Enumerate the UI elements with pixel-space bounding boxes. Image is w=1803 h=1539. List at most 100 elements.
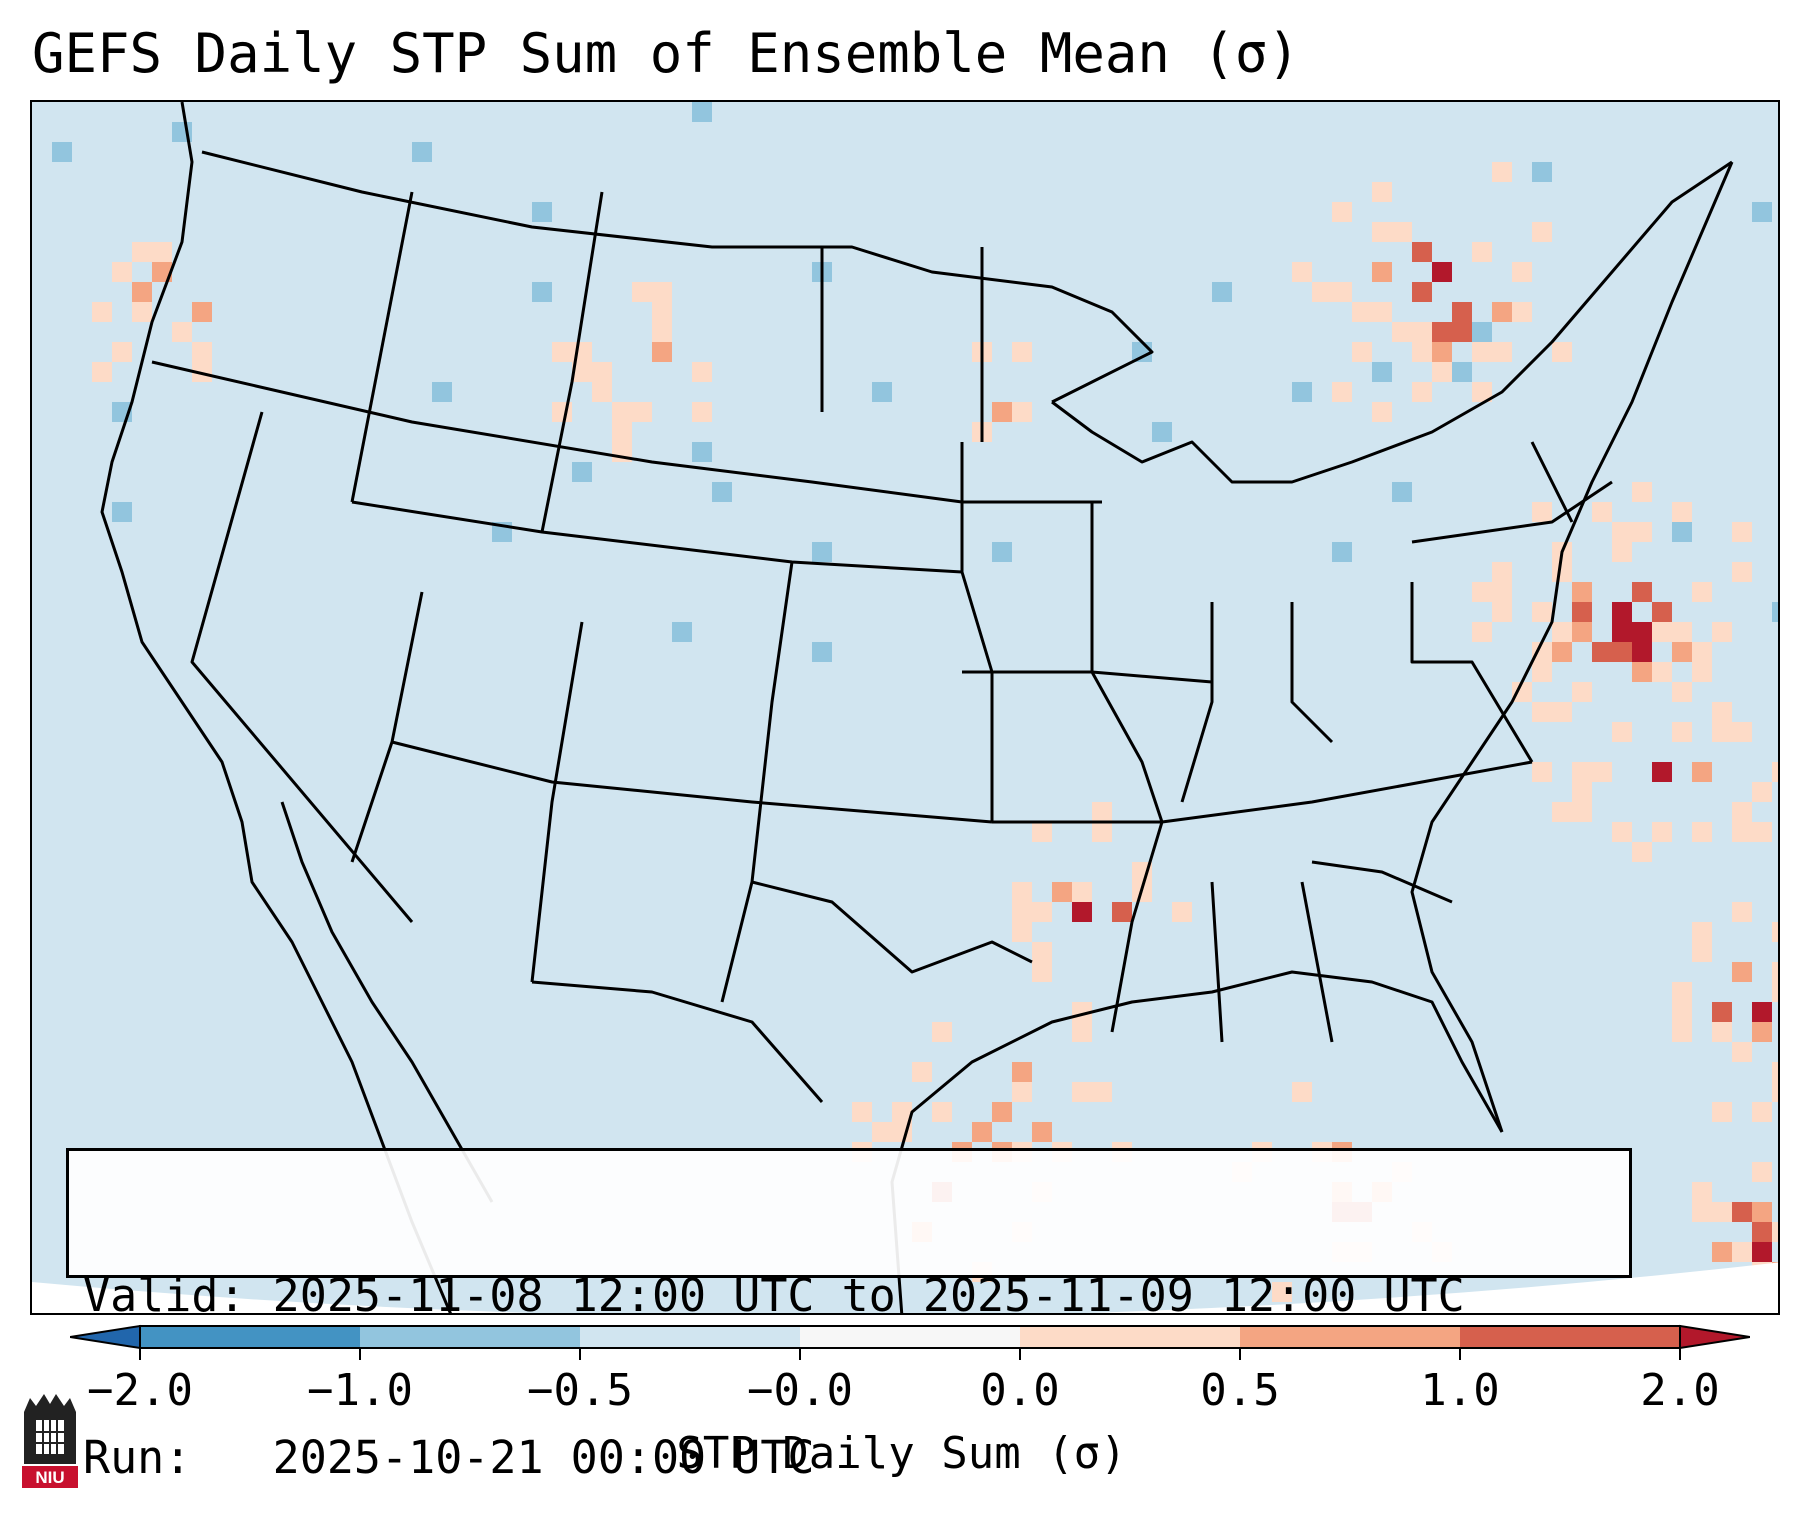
stp-cell bbox=[1692, 1182, 1712, 1202]
great-lakes-line bbox=[1051, 160, 1733, 484]
stp-cell bbox=[812, 542, 832, 562]
stp-cell bbox=[1752, 782, 1772, 802]
stp-cell bbox=[1052, 882, 1072, 902]
stp-cell bbox=[1372, 222, 1392, 242]
stp-cell bbox=[1692, 822, 1712, 842]
colorbar-bin bbox=[800, 1326, 1020, 1348]
stp-cell bbox=[1772, 602, 1778, 622]
colorbar-tick-label: −1.0 bbox=[307, 1365, 413, 1416]
stp-cell bbox=[932, 1022, 952, 1042]
stp-cell bbox=[992, 1102, 1012, 1122]
map-panel bbox=[30, 100, 1780, 1315]
colorbar-bin bbox=[580, 1326, 800, 1348]
stp-cell bbox=[1412, 242, 1432, 262]
stp-cell bbox=[1332, 542, 1352, 562]
stp-cell bbox=[1112, 902, 1132, 922]
stp-cell bbox=[1012, 902, 1032, 922]
stp-cell bbox=[1672, 982, 1692, 1002]
stp-cell bbox=[592, 362, 612, 382]
state-line-16 bbox=[1180, 602, 1214, 803]
stp-cell bbox=[1072, 1082, 1092, 1102]
stp-cell bbox=[1352, 342, 1372, 362]
stp-cell bbox=[1632, 842, 1652, 862]
stp-cell bbox=[872, 382, 892, 402]
stp-cell bbox=[1552, 642, 1572, 662]
stp-cell bbox=[1092, 1082, 1112, 1102]
colorbar-tick-label: 0.0 bbox=[980, 1365, 1060, 1416]
stp-cell bbox=[532, 282, 552, 302]
stp-cell bbox=[1492, 302, 1512, 322]
stp-cell bbox=[1292, 382, 1312, 402]
stp-cell bbox=[1692, 922, 1712, 942]
state-line-15 bbox=[1090, 502, 1164, 823]
colorbar-tick-label: 0.5 bbox=[1200, 1365, 1280, 1416]
colorbar-tick-label: 2.0 bbox=[1640, 1365, 1720, 1416]
stp-cell bbox=[1292, 262, 1312, 282]
stp-cell bbox=[712, 482, 732, 502]
stp-cell bbox=[1612, 722, 1632, 742]
state-line-3 bbox=[350, 191, 414, 503]
stp-cell bbox=[1552, 802, 1572, 822]
stp-cell bbox=[1612, 522, 1632, 542]
run-label: Run: bbox=[83, 1431, 192, 1484]
stp-cell bbox=[1532, 602, 1552, 622]
stp-cell bbox=[1732, 802, 1752, 822]
state-line-26 bbox=[531, 980, 824, 1103]
stp-cell bbox=[532, 202, 552, 222]
stp-cell bbox=[1612, 602, 1632, 622]
state-line-25 bbox=[751, 880, 1033, 974]
stp-cell bbox=[1692, 762, 1712, 782]
state-line-22 bbox=[1311, 860, 1453, 904]
stp-cell bbox=[1772, 962, 1778, 982]
stp-cell bbox=[1652, 762, 1672, 782]
stp-cell bbox=[612, 422, 632, 442]
stp-cell bbox=[1732, 1202, 1752, 1222]
stp-cell bbox=[1572, 782, 1592, 802]
stp-cell bbox=[992, 542, 1012, 562]
niu-tower-logo-icon: NIU bbox=[22, 1394, 78, 1488]
stp-cell bbox=[1552, 562, 1572, 582]
stp-cell bbox=[1572, 802, 1592, 822]
stp-cell bbox=[1292, 1082, 1312, 1102]
stp-cell bbox=[1712, 622, 1732, 642]
colorbar-extend-max bbox=[1679, 1324, 1750, 1350]
stp-cell bbox=[632, 282, 652, 302]
stp-cell bbox=[1552, 342, 1572, 362]
stp-cell bbox=[1672, 682, 1692, 702]
stp-cell bbox=[1772, 922, 1778, 942]
stp-cell bbox=[1652, 822, 1672, 842]
stp-cell bbox=[1172, 902, 1192, 922]
stp-cell bbox=[112, 502, 132, 522]
stp-cell bbox=[1032, 822, 1052, 842]
state-line-9 bbox=[530, 621, 584, 983]
stp-cell bbox=[1732, 562, 1752, 582]
stp-cell bbox=[1532, 702, 1552, 722]
stp-cell bbox=[1732, 522, 1752, 542]
stp-cell bbox=[612, 402, 632, 422]
stp-cell bbox=[1532, 642, 1552, 662]
stp-cell bbox=[1352, 302, 1372, 322]
state-line-13 bbox=[962, 670, 1213, 684]
stp-cell bbox=[1752, 1242, 1772, 1262]
stp-cell bbox=[1372, 182, 1392, 202]
stp-cell bbox=[1432, 262, 1452, 282]
logo-text: NIU bbox=[35, 1468, 64, 1487]
stp-cell bbox=[1612, 822, 1632, 842]
stp-cell bbox=[1072, 1022, 1092, 1042]
stp-cell bbox=[932, 1102, 952, 1122]
colorbar bbox=[70, 1324, 1750, 1360]
colorbar-bin bbox=[360, 1326, 580, 1348]
stp-cell bbox=[1372, 302, 1392, 322]
stp-cell bbox=[1672, 502, 1692, 522]
state-line-10 bbox=[720, 561, 794, 1003]
run-value: 2025-10-21 00:00 UTC bbox=[272, 1431, 815, 1484]
stp-cell bbox=[1572, 762, 1592, 782]
stp-cell bbox=[1712, 1242, 1732, 1262]
stp-cell bbox=[152, 262, 172, 282]
colorbar-tick-label: −0.0 bbox=[747, 1365, 853, 1416]
stp-cell bbox=[572, 462, 592, 482]
projection-edge bbox=[32, 1262, 1778, 1313]
stp-cell bbox=[1552, 702, 1572, 722]
stp-cell bbox=[552, 342, 572, 362]
colorbar-extend-min bbox=[70, 1324, 141, 1350]
